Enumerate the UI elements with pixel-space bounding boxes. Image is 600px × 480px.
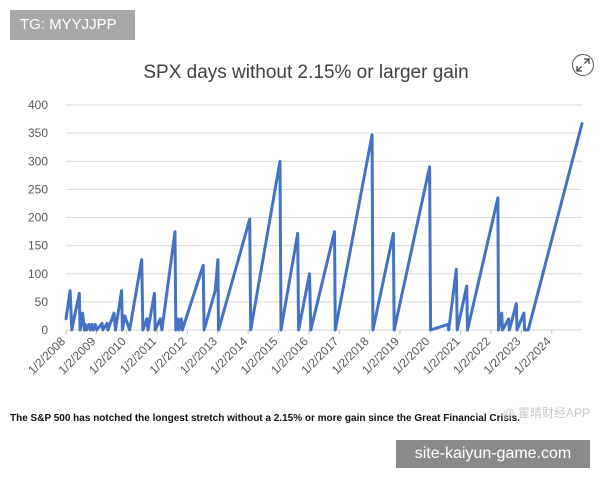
data-point (516, 329, 518, 331)
data-point (147, 329, 149, 331)
data-point (218, 329, 219, 331)
data-point (159, 318, 161, 320)
data-point (508, 329, 510, 331)
data-point (581, 123, 583, 125)
data-point (429, 166, 431, 168)
data-point (393, 329, 395, 331)
data-point (178, 329, 180, 331)
data-point (497, 197, 499, 199)
line-chart: SPX days without 2.15% or larger gain 0 5… (25, 62, 584, 377)
data-point (69, 290, 71, 292)
data-point (141, 259, 143, 261)
data-point (153, 292, 155, 294)
data-point (146, 318, 148, 320)
data-point (96, 329, 98, 331)
data-point (113, 312, 115, 314)
y-axis-ticks: 0 50 100 150 200 250 300 350 400 (28, 98, 48, 337)
data-point (309, 273, 310, 275)
data-point (91, 323, 93, 325)
data-point (180, 318, 182, 320)
y-tick-label: 300 (28, 154, 48, 168)
data-point (84, 323, 86, 325)
data-point (455, 268, 457, 270)
data-point (78, 292, 80, 294)
data-point (310, 329, 312, 331)
data-point (392, 232, 394, 234)
data-point (523, 312, 525, 314)
data-point (202, 264, 204, 266)
data-point (94, 323, 96, 325)
data-point (83, 329, 85, 331)
data-point (107, 329, 109, 331)
data-point (121, 329, 123, 331)
data-point (214, 290, 216, 292)
y-tick-label: 100 (28, 267, 48, 281)
data-point (92, 329, 94, 331)
data-point (65, 318, 67, 320)
data-point (101, 322, 103, 324)
data-point (88, 323, 90, 325)
data-point (82, 312, 84, 314)
y-tick-label: 200 (28, 211, 48, 225)
chart-caption: The S&P 500 has notched the longest stre… (10, 413, 520, 424)
data-point (280, 329, 282, 331)
x-axis-ticks: 1/2/20081/2/20091/2/20101/2/20111/2/2012… (25, 330, 554, 377)
data-point (501, 312, 503, 314)
data-point (142, 329, 144, 331)
data-point (372, 329, 374, 331)
data-point (448, 329, 450, 331)
site-banner: site-kaiyun-game.com (396, 440, 590, 468)
data-point (129, 329, 131, 331)
series-layer (64, 122, 584, 332)
chart-title: SPX days without 2.15% or larger gain (143, 62, 468, 83)
tg-badge: TG: MYYJJPP (10, 10, 135, 40)
series-line (64, 122, 584, 332)
y-tick-label: 0 (41, 323, 48, 337)
data-point (74, 315, 76, 317)
data-point (177, 318, 179, 320)
data-point (515, 303, 517, 305)
data-point (527, 329, 529, 331)
data-point (175, 329, 177, 331)
data-point (466, 285, 468, 287)
data-point (430, 329, 432, 331)
data-point (498, 329, 499, 331)
data-point (334, 231, 335, 233)
data-point (154, 329, 156, 331)
data-point (502, 329, 503, 331)
data-point (298, 329, 300, 331)
data-point (467, 329, 468, 331)
data-point (102, 329, 104, 331)
data-point (217, 259, 219, 261)
y-tick-label: 400 (28, 98, 48, 112)
y-tick-label: 150 (28, 239, 48, 253)
data-point (508, 318, 510, 320)
data-point (334, 329, 336, 331)
data-point (524, 329, 526, 331)
data-point (115, 329, 116, 331)
y-tick-label: 350 (28, 126, 48, 140)
data-point (174, 231, 176, 233)
y-tick-label: 250 (28, 182, 48, 196)
data-point (181, 329, 183, 331)
data-point (297, 232, 299, 234)
data-point (89, 329, 91, 331)
data-point (124, 315, 126, 317)
data-point (79, 329, 81, 331)
data-point (249, 218, 251, 220)
data-point (86, 329, 87, 331)
watermark: @ 瞿晴财经APP (502, 406, 590, 420)
data-point (447, 323, 449, 325)
data-point (161, 329, 163, 331)
data-point (203, 329, 205, 331)
data-point (121, 290, 123, 292)
data-point (371, 134, 373, 136)
expand-arrows-icon[interactable] (572, 54, 594, 76)
y-tick-label: 50 (35, 295, 49, 309)
data-point (456, 329, 458, 331)
data-point (279, 160, 281, 162)
data-point (250, 329, 252, 331)
data-point (71, 329, 73, 331)
data-point (106, 322, 108, 324)
